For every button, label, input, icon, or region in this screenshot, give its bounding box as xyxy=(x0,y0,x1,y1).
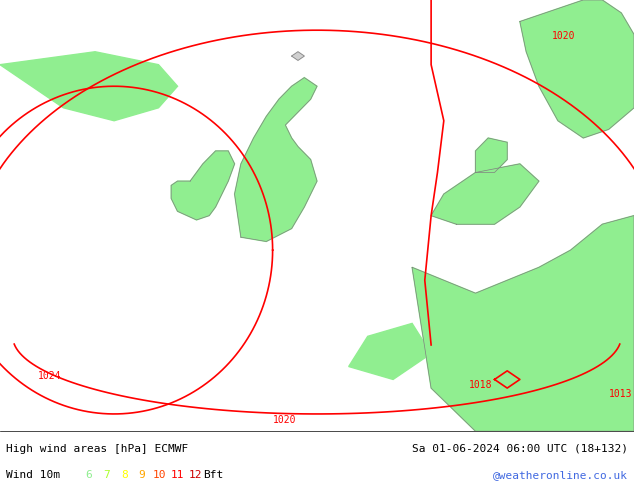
Polygon shape xyxy=(0,52,178,121)
Text: 1020: 1020 xyxy=(273,415,296,424)
Polygon shape xyxy=(171,151,235,220)
Text: 6: 6 xyxy=(86,470,92,480)
Polygon shape xyxy=(431,164,539,224)
Polygon shape xyxy=(476,138,507,172)
Text: 1020: 1020 xyxy=(552,31,575,41)
Text: 10: 10 xyxy=(153,470,167,480)
Text: 11: 11 xyxy=(171,470,184,480)
Text: 12: 12 xyxy=(188,470,202,480)
Text: 9: 9 xyxy=(139,470,145,480)
Polygon shape xyxy=(412,216,634,431)
Polygon shape xyxy=(349,323,431,379)
Text: 1024: 1024 xyxy=(38,371,61,381)
Text: High wind areas [hPa] ECMWF: High wind areas [hPa] ECMWF xyxy=(6,444,188,454)
Text: 1013: 1013 xyxy=(609,389,632,399)
Polygon shape xyxy=(520,0,634,138)
Text: Wind 10m: Wind 10m xyxy=(6,470,60,480)
Text: 7: 7 xyxy=(103,470,110,480)
Polygon shape xyxy=(235,77,317,242)
Text: 8: 8 xyxy=(121,470,127,480)
Text: Sa 01-06-2024 06:00 UTC (18+132): Sa 01-06-2024 06:00 UTC (18+132) xyxy=(411,444,628,454)
Polygon shape xyxy=(292,52,304,60)
Text: 1018: 1018 xyxy=(469,380,493,390)
Text: Bft: Bft xyxy=(203,470,223,480)
Text: @weatheronline.co.uk: @weatheronline.co.uk xyxy=(493,470,628,480)
